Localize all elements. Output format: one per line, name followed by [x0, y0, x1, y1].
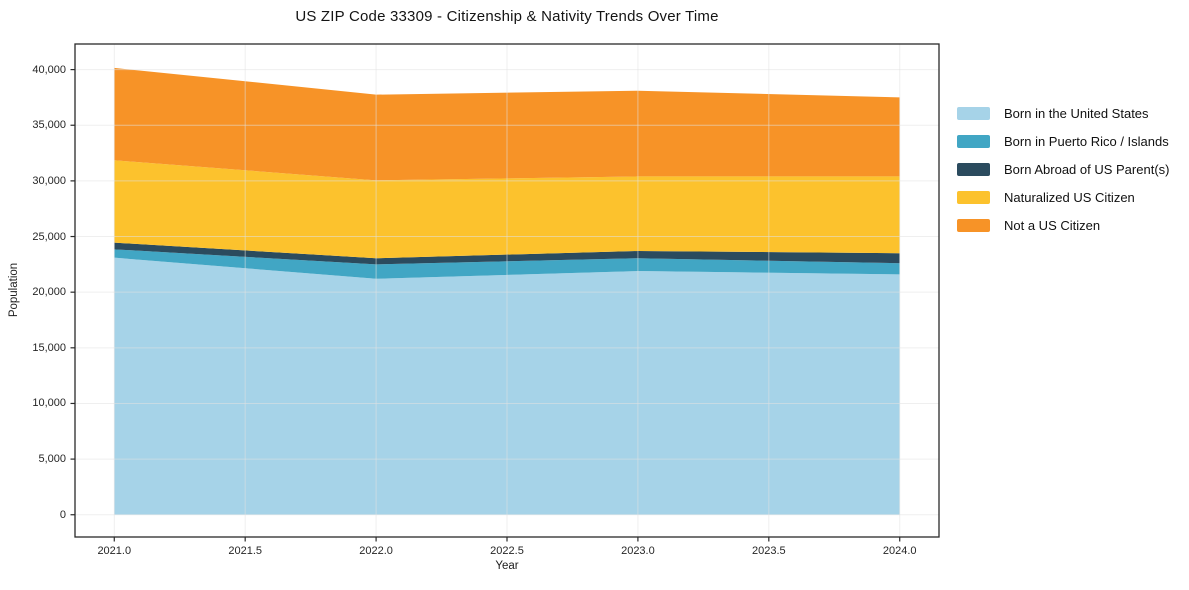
area-born-abroad-of-us-parent-s [114, 242, 900, 265]
legend: Born in the United States Born in Puerto … [957, 106, 1169, 246]
y-tick-label: 40,000 [32, 63, 66, 76]
legend-item-not-a-us-citizen: Not a US Citizen [957, 217, 1169, 233]
x-tick-label: 2023.5 [751, 545, 786, 557]
legend-label: Not a US Citizen [1004, 217, 1101, 233]
x-tick-label: 2023.0 [621, 545, 655, 557]
x-axis-label: Year [495, 560, 519, 572]
legend-item-born-in-puerto-rico-islands: Born in Puerto Rico / Islands [957, 133, 1169, 149]
legend-swatch-born-abroad-of-us-parent-s [957, 162, 990, 176]
legend-label: Born in the United States [1004, 105, 1149, 121]
x-tick-label: 2021.0 [97, 545, 132, 557]
legend-swatch-naturalized-us-citizen [957, 190, 990, 204]
y-tick-label: 25,000 [32, 230, 66, 243]
x-tick-label: 2022.0 [359, 545, 393, 557]
legend-swatch-born-in-puerto-rico-islands [957, 134, 990, 148]
y-tick-label: 0 [59, 508, 66, 521]
legend-item-born-in-the-united-states: Born in the United States [957, 105, 1169, 121]
y-tick-label: 5,000 [38, 453, 66, 466]
y-tick-label: 30,000 [32, 174, 66, 187]
legend-label: Naturalized US Citizen [1004, 189, 1135, 205]
x-tick-label: 2024.0 [882, 545, 917, 557]
y-tick-label: 15,000 [32, 341, 66, 354]
y-tick-label: 35,000 [32, 119, 66, 132]
legend-swatch-not-a-us-citizen [957, 218, 990, 232]
y-tick-label: 20,000 [32, 286, 66, 299]
y-tick-label: 10,000 [32, 397, 66, 410]
legend-swatch-born-in-the-united-states [957, 106, 990, 120]
x-tick-label: 2021.5 [228, 545, 262, 557]
legend-item-born-abroad-of-us-parent-s: Born Abroad of US Parent(s) [957, 161, 1170, 177]
legend-label: Born Abroad of US Parent(s) [1004, 161, 1170, 177]
chart-title: US ZIP Code 33309 - Citizenship & Nativi… [295, 8, 719, 25]
x-tick-label: 2022.5 [490, 545, 524, 557]
y-axis-label: Population [8, 262, 20, 318]
legend-label: Born in Puerto Rico / Islands [1004, 133, 1169, 149]
legend-item-naturalized-us-citizen: Naturalized US Citizen [957, 189, 1169, 205]
